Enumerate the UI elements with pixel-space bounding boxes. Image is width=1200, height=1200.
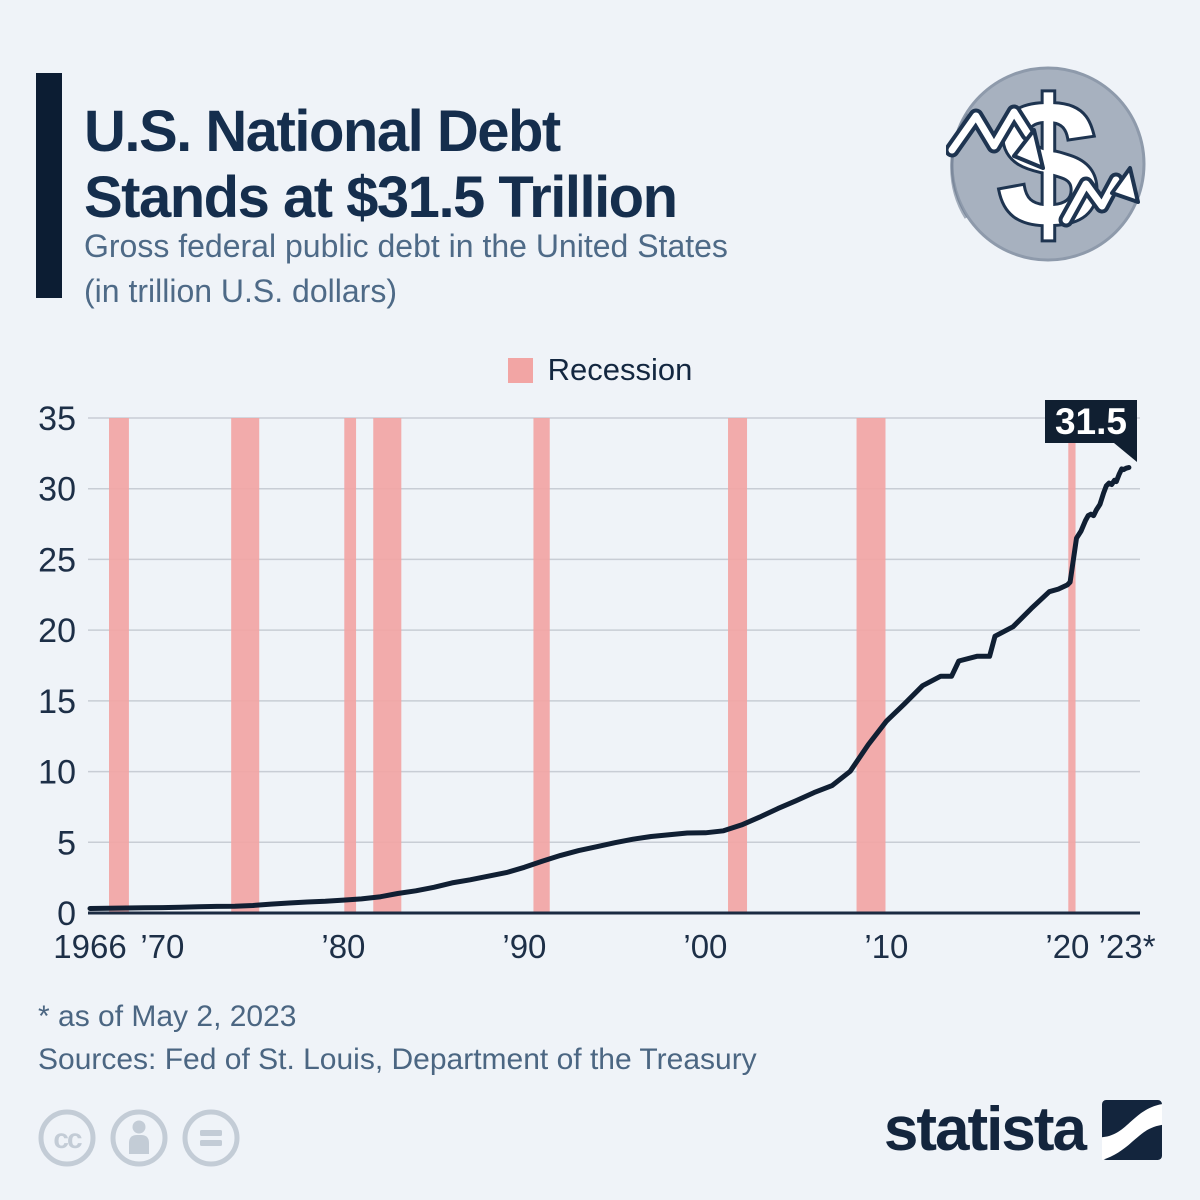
y-tick-label: 15 (38, 683, 76, 721)
y-tick-label: 5 (57, 824, 76, 862)
title-line-1: U.S. National Debt (84, 98, 561, 164)
x-tick-label: 1966 (53, 928, 126, 965)
down-arrow-head (1012, 128, 1045, 170)
x-tick-label: ’20 (1045, 928, 1089, 965)
x-tick-label: ’90 (502, 928, 546, 965)
recession-band (728, 417, 748, 913)
debt-line (87, 465, 1132, 911)
latest-value-badge: 31.5 (1045, 400, 1137, 462)
recession-band (373, 417, 402, 913)
x-tick-label: ’00 (683, 928, 727, 965)
recession-band (109, 417, 129, 913)
footnote-asterisk: * as of May 2, 2023 (38, 1000, 297, 1033)
cc-by-icon (110, 1109, 168, 1167)
down-arrow-head-right (1110, 166, 1140, 204)
x-tick-label: ’10 (864, 928, 908, 965)
legend: Recession (0, 352, 1200, 388)
y-tick-label: 20 (38, 612, 76, 650)
title-line-2: Stands at $31.5 Trillion (84, 164, 678, 230)
subtitle-line-2: (in trillion U.S. dollars) (84, 273, 397, 309)
recession-legend-label: Recession (547, 352, 693, 387)
y-tick-label: 35 (38, 400, 76, 438)
sources-line: Sources: Fed of St. Louis, Department of… (38, 1043, 757, 1076)
page-title: U.S. National Debt Stands at $31.5 Trill… (84, 98, 678, 231)
dollar-sign-glyph: $ (998, 64, 1098, 265)
y-tick-label: 10 (38, 754, 76, 792)
recession-band (856, 417, 886, 913)
y-tick-label: 0 (57, 895, 76, 933)
statista-mark-icon (1102, 1100, 1162, 1160)
cc-nd-icon (182, 1109, 240, 1167)
y-tick-label: 25 (38, 541, 76, 579)
statista-wordmark: statista (883, 1095, 1087, 1164)
footnote-block: * as of May 2, 2023 Sources: Fed of St. … (38, 995, 757, 1081)
recession-legend-swatch (507, 357, 533, 383)
recession-band (344, 417, 357, 913)
recession-band (533, 417, 550, 913)
statista-logo: statista (884, 1098, 1162, 1162)
x-tick-label: ’80 (321, 928, 365, 965)
recession-band (1068, 417, 1076, 913)
title-accent-bar (36, 73, 62, 298)
page-subtitle: Gross federal public debt in the United … (84, 224, 728, 314)
recession-band (231, 417, 260, 913)
svg-text:cc: cc (53, 1123, 82, 1154)
y-tick-label: 30 (38, 471, 76, 509)
license-icons: cc (36, 1104, 242, 1172)
cc-icon: cc (38, 1109, 96, 1167)
dollar-circle-icon: $ (946, 62, 1146, 266)
subtitle-line-1: Gross federal public debt in the United … (84, 228, 728, 264)
x-tick-label: ’23* (1099, 928, 1156, 965)
x-tick-label: ’70 (140, 928, 184, 965)
